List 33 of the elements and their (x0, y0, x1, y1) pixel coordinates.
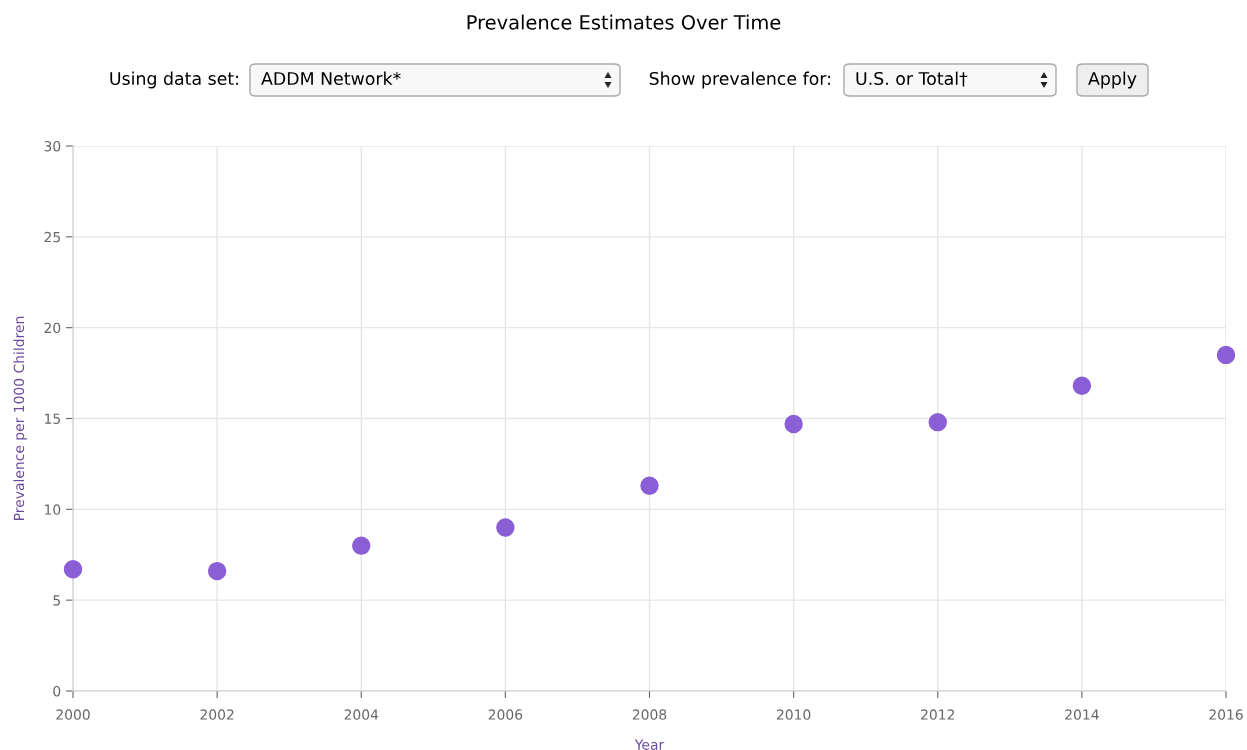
x-tick-label: 2012 (921, 709, 955, 720)
x-tick-label: 2004 (344, 709, 379, 720)
point (928, 412, 947, 432)
chart-title: Prevalence Estimates Over Time (467, 14, 781, 30)
x-tick-label: 2000 (56, 709, 90, 720)
text: U.S. or Total† (856, 71, 968, 87)
point (352, 536, 371, 555)
y-tick-label: 25 (44, 231, 60, 243)
text: Show prevalence for: (649, 71, 830, 89)
y-tick-label: 10 (45, 504, 61, 515)
x-tick-label: 2002 (200, 709, 234, 720)
point (1216, 345, 1236, 365)
y-tick-label: 30 (44, 140, 61, 152)
y-tick-label: 0 (53, 685, 61, 697)
x-tick-label: 2008 (632, 709, 667, 720)
x-tick-label: 2014 (1065, 709, 1099, 720)
point (496, 518, 515, 537)
point (63, 560, 83, 579)
x-tick-label: 2006 (488, 709, 523, 720)
x-axis-title: Year (634, 739, 665, 750)
point (784, 414, 803, 434)
point (640, 476, 659, 495)
y-tick-label: 15 (45, 413, 60, 424)
point (1072, 376, 1092, 396)
x-tick-label: 2016 (1209, 709, 1243, 720)
point (207, 561, 227, 581)
y-axis-title: Prevalence per 1000 Children (13, 316, 27, 520)
x-tick-label: 2010 (776, 709, 811, 720)
text: Using data set: (110, 71, 238, 89)
y-tick-label: 5 (53, 595, 60, 606)
text: ADDM Network* (261, 71, 401, 86)
text: Apply (1088, 71, 1137, 89)
y-tick-label: 20 (44, 322, 61, 334)
